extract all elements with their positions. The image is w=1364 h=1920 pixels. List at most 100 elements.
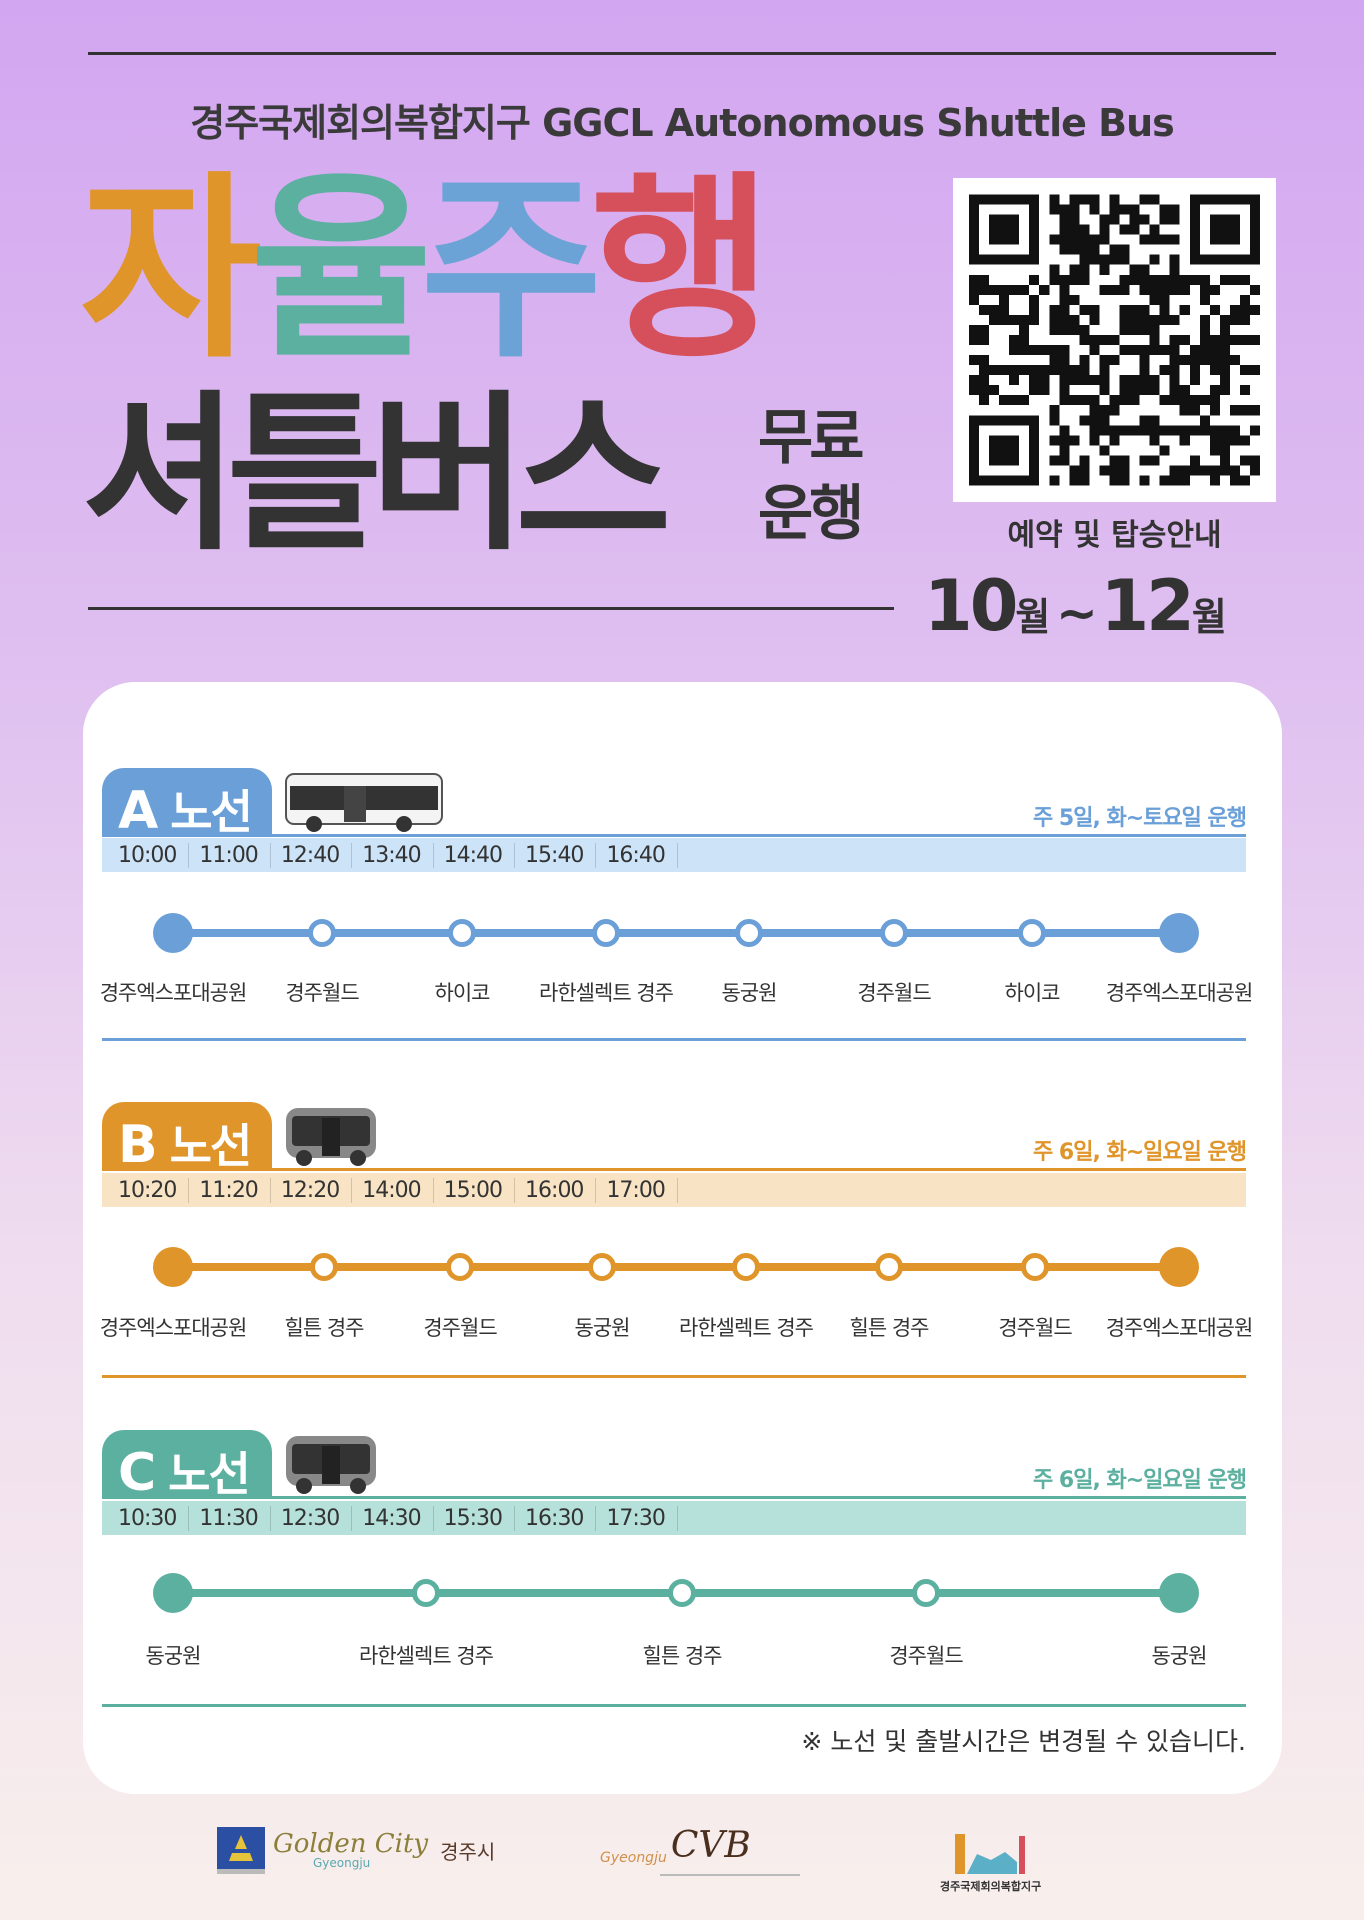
departure-time: 10:30 bbox=[118, 1505, 190, 1531]
departure-time: 17:00 bbox=[606, 1177, 678, 1203]
route-header-line bbox=[102, 834, 1246, 837]
stop-label: 경주엑스포대공원 bbox=[1105, 1316, 1254, 1340]
stop-marker bbox=[153, 1573, 193, 1613]
bus-icon bbox=[284, 772, 444, 838]
stop-label: 하이코 bbox=[434, 981, 491, 1005]
stop-marker bbox=[1159, 1247, 1199, 1287]
departure-time: 10:20 bbox=[118, 1177, 190, 1203]
logo1-text: Golden City bbox=[273, 1829, 429, 1859]
stop-label: 동궁원 bbox=[145, 1644, 202, 1668]
departure-time: 11:20 bbox=[199, 1177, 271, 1203]
free-line2: 운행 bbox=[758, 479, 864, 549]
gyeongju-city-logo: Golden City Gyeongju 경주시 bbox=[215, 1825, 495, 1875]
notice: ※ 노선 및 출발시간은 변경될 수 있습니다. bbox=[801, 1727, 1246, 1756]
title-char: 주 bbox=[420, 154, 602, 385]
stop-marker bbox=[446, 1253, 474, 1281]
logo3-text: 경주국제회의복합지구 bbox=[940, 1880, 1042, 1893]
stop-label: 경주월드 bbox=[889, 1644, 963, 1668]
title-autonomous: 자율주행 bbox=[80, 160, 773, 380]
route-header-line bbox=[102, 1496, 1246, 1499]
timetable-bar: 10:30 11:30 12:30 14:30 15:30 16:30 17:30 bbox=[102, 1501, 1246, 1535]
logo2-text: CVB bbox=[670, 1825, 751, 1866]
cvb-logo: Gyeongju CVB bbox=[600, 1825, 800, 1876]
route-end-line bbox=[102, 1038, 1246, 1041]
departure-time: 10:00 bbox=[118, 842, 190, 868]
departure-time: 13:40 bbox=[362, 842, 434, 868]
stop-marker bbox=[1159, 913, 1199, 953]
departure-time: 16:30 bbox=[525, 1505, 597, 1531]
departure-time: 14:40 bbox=[444, 842, 516, 868]
route-days: 주 5일, 화~토요일 운행 bbox=[1033, 806, 1247, 831]
departure-time: 12:30 bbox=[281, 1505, 353, 1531]
logo2-sub: Gyeongju bbox=[600, 1850, 667, 1866]
route-label: 노선 bbox=[168, 1447, 251, 1501]
qr-label: 예약 및 탑승안내 bbox=[1007, 518, 1222, 553]
stop-marker bbox=[308, 919, 336, 947]
stop-label: 동궁원 bbox=[574, 1316, 631, 1340]
stop-marker bbox=[153, 1247, 193, 1287]
departure-time: 11:30 bbox=[199, 1505, 271, 1531]
stop-marker bbox=[592, 919, 620, 947]
stop-marker bbox=[668, 1579, 696, 1607]
gyeongju-emblem-icon bbox=[217, 1827, 265, 1874]
stop-label: 경주월드 bbox=[423, 1316, 497, 1340]
route-days: 주 6일, 화~일요일 운행 bbox=[1033, 1140, 1247, 1165]
departure-time: 14:00 bbox=[362, 1177, 434, 1203]
stop-marker bbox=[310, 1253, 338, 1281]
stop-label: 경주엑스포대공원 bbox=[99, 981, 248, 1005]
departure-time: 11:00 bbox=[199, 842, 271, 868]
stop-marker bbox=[912, 1579, 940, 1607]
route-end-line bbox=[102, 1375, 1246, 1378]
stop-label: 경주엑스포대공원 bbox=[1105, 981, 1254, 1005]
route-end-line bbox=[102, 1704, 1246, 1707]
route-a-tab: A 노선 bbox=[102, 768, 272, 841]
stop-label: 라한셀렉트 경주 bbox=[359, 1644, 494, 1668]
stop-marker bbox=[1159, 1573, 1199, 1613]
stop-marker bbox=[880, 919, 908, 947]
route-track bbox=[173, 929, 1179, 937]
stop-label: 경주월드 bbox=[998, 1316, 1072, 1340]
stop-marker bbox=[735, 919, 763, 947]
route-c-tab: C 노선 bbox=[102, 1430, 272, 1503]
departure-time: 14:30 bbox=[362, 1505, 434, 1531]
logo1-sub: Gyeongju bbox=[313, 1856, 371, 1870]
stop-marker bbox=[153, 913, 193, 953]
qr-code[interactable] bbox=[953, 178, 1276, 502]
stop-marker bbox=[412, 1579, 440, 1607]
departure-time: 15:40 bbox=[525, 842, 597, 868]
route-header-line bbox=[102, 1168, 1246, 1171]
stop-marker bbox=[588, 1253, 616, 1281]
title-char: 행 bbox=[590, 154, 773, 385]
period-start-unit: 월 bbox=[1015, 595, 1051, 639]
period-sep: ~ bbox=[1055, 584, 1098, 642]
stop-marker bbox=[1018, 919, 1046, 947]
stop-label: 경주월드 bbox=[857, 981, 931, 1005]
stop-label: 하이코 bbox=[1004, 981, 1061, 1005]
free-line1: 무료 bbox=[758, 403, 864, 473]
title-char: 자 bbox=[80, 154, 262, 385]
ggcl-landmark-icon bbox=[954, 1834, 1025, 1874]
top-divider bbox=[88, 52, 1276, 55]
departure-time: 12:40 bbox=[281, 842, 353, 868]
stop-label: 힐튼 경주 bbox=[849, 1316, 930, 1340]
period-end-unit: 월 bbox=[1191, 595, 1227, 639]
departure-time: 15:00 bbox=[444, 1177, 516, 1203]
route-b-tab: B 노선 bbox=[102, 1102, 272, 1175]
title-shuttle-bus: 셔틀버스 bbox=[82, 376, 672, 574]
departure-time: 17:30 bbox=[606, 1505, 678, 1531]
stop-marker bbox=[1021, 1253, 1049, 1281]
route-days: 주 6일, 화~일요일 운행 bbox=[1033, 1468, 1247, 1493]
ggcl-logo: 경주국제회의복합지구 bbox=[940, 1830, 1041, 1894]
timetable-bar: 10:20 11:20 12:20 14:00 15:00 16:00 17:00 bbox=[102, 1173, 1246, 1207]
route-track bbox=[173, 1263, 1179, 1271]
stop-marker bbox=[448, 919, 476, 947]
stop-label: 힐튼 경주 bbox=[642, 1644, 723, 1668]
stop-label: 동궁원 bbox=[721, 981, 778, 1005]
mid-divider bbox=[88, 607, 894, 610]
stop-label: 경주엑스포대공원 bbox=[99, 1316, 248, 1340]
route-letter: A bbox=[118, 781, 158, 841]
stop-label: 힐튼 경주 bbox=[284, 1316, 365, 1340]
free-operation: 무료 운행 bbox=[758, 400, 864, 552]
bus-icon bbox=[284, 1106, 378, 1172]
timetable-bar: 10:00 11:00 12:40 13:40 14:40 15:40 16:40 bbox=[102, 838, 1246, 872]
